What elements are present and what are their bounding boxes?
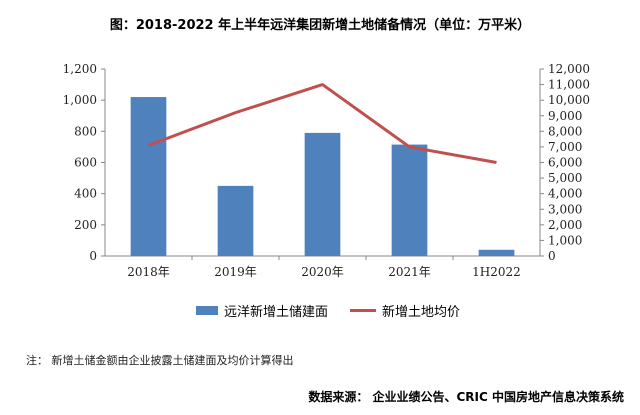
y-right-tick-label: 8,000: [548, 124, 582, 138]
y-right-tick-label: 6,000: [548, 156, 582, 170]
bar: [391, 144, 428, 256]
bar: [478, 249, 515, 256]
y-right-tick-label: 3,000: [548, 202, 582, 216]
y-left-tick-label: 800: [74, 124, 97, 138]
legend-bar-label: 远洋新增土储建面: [224, 305, 329, 320]
y-left-tick-label: 0: [89, 249, 97, 263]
bar: [130, 97, 167, 256]
data-source: 数据来源： 企业业绩公告、CRIC 中国房地产信息决策系统: [308, 390, 624, 404]
chart-canvas: 02004006008001,0001,20001,0002,0003,0004…: [63, 62, 590, 279]
bar: [217, 185, 254, 256]
y-right-tick-label: 9,000: [548, 109, 582, 123]
y-right-tick-label: 5,000: [548, 171, 582, 185]
y-left-tick-label: 200: [74, 218, 97, 232]
y-right-tick-label: 10,000: [548, 93, 590, 107]
legend-line-swatch: [350, 309, 377, 312]
chart-title: 图：2018-2022 年上半年远洋集团新增土地储备情况（单位：万平米）: [109, 18, 531, 33]
plot-area: 02004006008001,0001,20001,0002,0003,0004…: [63, 62, 590, 279]
y-left-tick-label: 1,000: [63, 93, 97, 107]
legend-item-line: 新增土地均价: [350, 301, 460, 320]
x-tick-label: 1H2022: [472, 265, 521, 279]
price-line: [147, 83, 497, 164]
y-left-tick-label: 600: [74, 156, 97, 170]
y-right-tick-label: 2,000: [548, 218, 582, 232]
y-right-tick-label: 11,000: [548, 78, 590, 92]
legend-item-bar: 远洋新增土储建面: [196, 301, 328, 320]
x-tick-label: 2021年: [388, 265, 431, 279]
bar: [304, 132, 341, 256]
legend-bar-swatch: [196, 306, 218, 315]
legend: 远洋新增土储建面 新增土地均价: [196, 301, 482, 320]
y-right-tick-label: 0: [548, 249, 556, 263]
y-left-tick-label: 1,200: [63, 62, 97, 76]
y-right-tick-label: 7,000: [548, 140, 582, 154]
y-right-tick-label: 4,000: [548, 187, 582, 201]
y-right-tick-label: 12,000: [548, 62, 590, 76]
x-tick-label: 2020年: [301, 265, 344, 279]
footnote: 注： 新增土储金额由企业披露土储建面及均价计算得出: [26, 354, 294, 367]
y-left-tick-label: 400: [74, 187, 97, 201]
x-tick-label: 2019年: [214, 265, 257, 279]
legend-line-label: 新增土地均价: [382, 305, 461, 320]
x-tick-label: 2018年: [127, 265, 170, 279]
y-right-tick-label: 1,000: [548, 233, 582, 247]
